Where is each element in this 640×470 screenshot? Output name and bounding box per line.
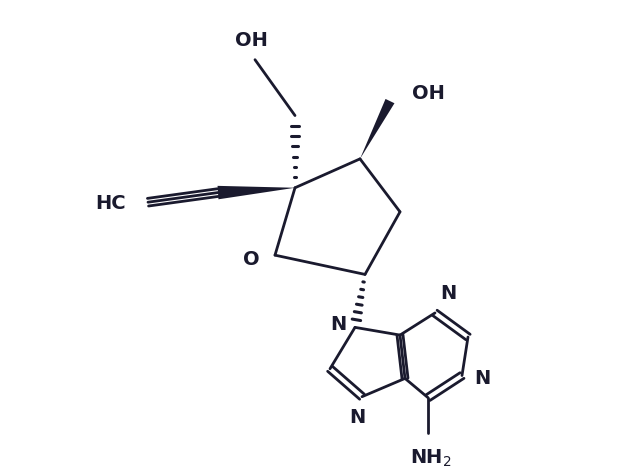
Text: NH$_2$: NH$_2$ [410, 448, 452, 469]
Text: O: O [243, 251, 260, 269]
Text: HC: HC [95, 194, 126, 212]
Text: N: N [440, 284, 456, 303]
Polygon shape [360, 99, 394, 159]
Polygon shape [218, 186, 295, 199]
Text: N: N [349, 408, 365, 427]
Text: N: N [331, 315, 347, 334]
Text: N: N [474, 369, 490, 388]
Text: OH: OH [235, 31, 268, 50]
Text: OH: OH [412, 84, 445, 103]
